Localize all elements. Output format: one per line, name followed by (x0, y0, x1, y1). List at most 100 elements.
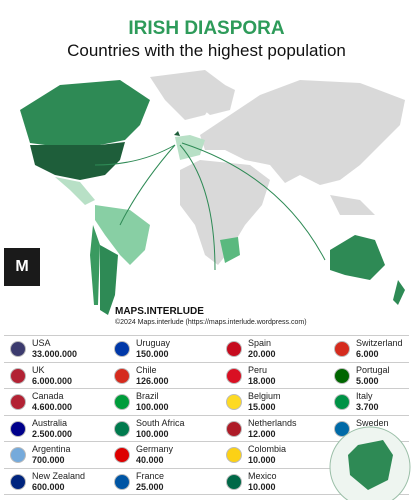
world-map (20, 70, 405, 315)
row-divider (4, 361, 409, 363)
row-divider (4, 494, 409, 495)
flag (114, 394, 130, 410)
country-name: Brazil (136, 391, 159, 401)
population: 2.500.000 (32, 428, 73, 439)
flag (114, 473, 130, 490)
country-name: Mexico (248, 470, 277, 481)
country-name: South Africa (136, 417, 185, 428)
population: 100.000 (136, 428, 169, 439)
title: IRISH DIASPORA (128, 18, 285, 39)
country-name: Netherlands (248, 417, 297, 428)
country-name: Argentina (32, 444, 71, 454)
ireland-inset (348, 440, 393, 490)
country-name: Spain (248, 338, 272, 348)
ireland (174, 131, 180, 136)
indonesia (330, 195, 375, 215)
credit: ©2024 Maps.interlude (https://maps.inter… (115, 319, 307, 326)
usa (30, 142, 125, 180)
canada (20, 80, 150, 147)
country-name: Colombia (248, 444, 287, 454)
population: 100.000 (136, 402, 169, 412)
europe (175, 135, 205, 160)
country-entry: Germany 40.000 (108, 442, 208, 468)
population: 4.600.000 (32, 402, 73, 412)
country-name: Uruguay (136, 338, 171, 348)
population: 25.000 (136, 481, 164, 492)
population: 10.000 (248, 455, 276, 465)
row-divider (4, 335, 409, 336)
country-entry: USA 33.000.000 (4, 336, 104, 362)
flag (226, 420, 242, 437)
country-entry: Switzerland 6.000 (328, 336, 413, 362)
flag (226, 473, 242, 490)
country-name: France (136, 470, 165, 481)
country-entry: Mexico 10.000 (220, 469, 320, 495)
population: 20.000 (248, 349, 276, 359)
country-name: UK (32, 364, 45, 375)
population: 15.000 (248, 402, 276, 412)
flag (334, 394, 350, 410)
flag (114, 341, 130, 357)
country-entry: Italy 3.700 (328, 389, 413, 415)
country-entry: Argentina 700.000 (4, 442, 104, 468)
logo: M (4, 248, 40, 286)
country-entry: Colombia 10.000 (220, 442, 320, 468)
flag (114, 420, 130, 437)
country-name: Switzerland (356, 338, 403, 348)
globe-inset (329, 426, 411, 500)
population: 5.000 (356, 375, 379, 386)
country-entry: Spain 20.000 (220, 336, 320, 362)
arrow (94, 144, 176, 166)
row-divider (4, 441, 409, 442)
country-name: Canada (32, 391, 64, 401)
brand-name: MAPS.INTERLUDE (115, 306, 204, 317)
population: 150.000 (136, 349, 169, 359)
row-divider (4, 414, 409, 416)
land (150, 70, 405, 265)
africa (180, 160, 270, 265)
country-entry: Canada 4.600.000 (4, 389, 104, 415)
flag (334, 367, 350, 384)
country-entry: Uruguay 150.000 (108, 336, 208, 362)
flag (10, 367, 26, 384)
flag (334, 341, 350, 357)
arrow (179, 144, 216, 271)
australia (330, 235, 385, 280)
country-entry: South Africa 100.000 (108, 416, 208, 442)
flag (226, 341, 242, 357)
flag (10, 473, 26, 490)
row-divider (4, 388, 409, 389)
south-africa (220, 237, 240, 263)
argentina (100, 245, 118, 315)
flag (10, 420, 26, 437)
flag (114, 367, 130, 384)
country-name: Italy (356, 391, 373, 401)
population: 700.000 (32, 455, 65, 465)
arrow (181, 142, 326, 261)
population: 12.000 (248, 428, 276, 439)
arrow (119, 144, 176, 226)
population: 6.000 (356, 349, 379, 359)
population: 600.000 (32, 481, 65, 492)
flag (114, 447, 130, 463)
flag (226, 447, 242, 463)
flag (334, 420, 350, 437)
country-name: USA (32, 338, 51, 348)
country-entry: New Zealand 600.000 (4, 469, 104, 495)
population: 18.000 (248, 375, 276, 386)
country-name: New Zealand (32, 470, 86, 481)
population: 3.700 (356, 402, 379, 412)
population: 33.000.000 (32, 349, 78, 359)
flag (226, 367, 242, 384)
population: 6.000.000 (32, 375, 73, 386)
country-name: Australia (32, 417, 68, 428)
country-name: Germany (136, 444, 174, 454)
country-entry: Australia 2.500.000 (4, 416, 104, 442)
country-entry: Brazil 100.000 (108, 389, 208, 415)
country-name: Portugal (356, 364, 390, 375)
flag (10, 394, 26, 410)
new-zealand (393, 280, 405, 305)
migration-arrows (94, 142, 326, 271)
row-divider (4, 467, 409, 469)
